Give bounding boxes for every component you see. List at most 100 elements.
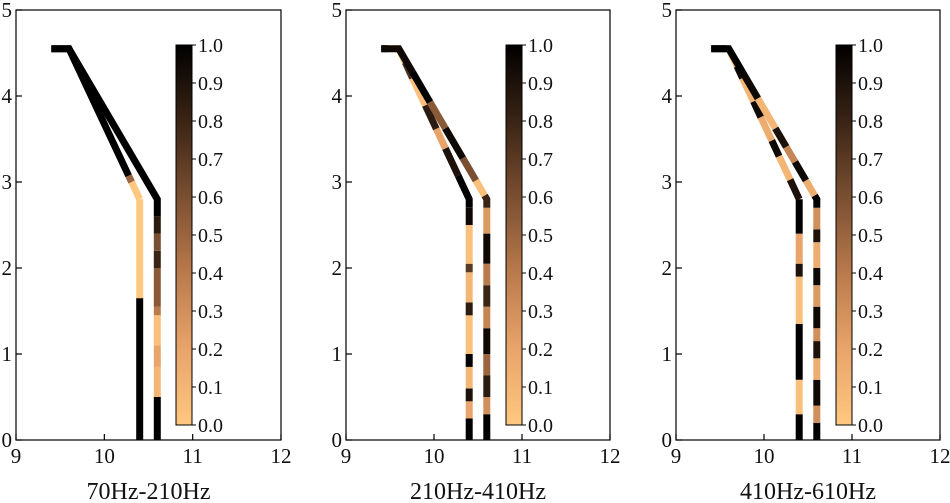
y-tick-label: 4 xyxy=(332,84,343,108)
chart-panel-1: 9 10 11 1201234570Hz-210Hz0.00.10.20.30.40.… xyxy=(2,0,292,503)
colorbar-tick-label: 0.8 xyxy=(198,111,223,133)
colorbar-tick-label: 0.7 xyxy=(198,149,223,171)
x-axis-label: 410Hz-610Hz xyxy=(740,479,876,503)
x-axis-label: 210Hz-410Hz xyxy=(410,479,546,503)
y-tick-label: 3 xyxy=(662,170,673,194)
colorbar-tick-label: 0.0 xyxy=(858,415,883,437)
colorbar xyxy=(835,44,853,426)
colorbar-tick-label: 0.1 xyxy=(858,377,883,399)
colorbar-tick-label: 0.1 xyxy=(528,377,553,399)
path-segment xyxy=(786,178,803,201)
colorbar-tick-label: 0.6 xyxy=(858,187,883,209)
colorbar-tick-label: 0.4 xyxy=(528,263,553,285)
y-tick-label: 4 xyxy=(662,84,673,108)
colorbar-tick-label: 0.1 xyxy=(198,377,223,399)
path-segment xyxy=(433,127,449,150)
colorbar-tick-label: 0.3 xyxy=(858,301,883,323)
path-segment xyxy=(51,45,132,178)
x-tick-label: 11 xyxy=(842,444,862,468)
x-tick-label: 12 xyxy=(600,444,621,468)
path-segment xyxy=(768,139,783,158)
path-segment xyxy=(426,100,449,131)
y-tick-label: 0 xyxy=(332,428,343,452)
path-segment xyxy=(125,174,135,184)
colorbar-tick-label: 0.9 xyxy=(528,73,553,95)
path-segment xyxy=(442,146,462,178)
colorbar xyxy=(175,44,193,426)
y-tick-label: 2 xyxy=(332,256,343,280)
colorbar-tick-label: 1.0 xyxy=(858,35,883,57)
path-segment xyxy=(128,180,143,201)
colorbar-tick-label: 0.6 xyxy=(198,187,223,209)
path-segment xyxy=(811,193,821,208)
x-tick-label: 10 xyxy=(94,444,115,468)
y-tick-label: 0 xyxy=(662,428,673,452)
chart-panel-2: 9 10 11 12012345210Hz-410Hz0.00.10.20.30.40… xyxy=(332,0,621,503)
right-path xyxy=(51,45,161,440)
y-tick-label: 1 xyxy=(2,342,13,366)
colorbar-tick-label: 0.2 xyxy=(528,339,553,361)
x-tick-label: 9 xyxy=(341,444,352,468)
colorbar-tick-label: 0.0 xyxy=(198,415,223,437)
left-path xyxy=(51,45,144,440)
y-tick-label: 5 xyxy=(332,0,343,22)
axes-frame xyxy=(345,9,611,441)
path-segment xyxy=(409,70,434,104)
path-segment xyxy=(51,45,161,217)
colorbar-tick-label: 0.7 xyxy=(528,149,553,171)
path-segment xyxy=(783,145,799,164)
axes-frame xyxy=(15,9,282,441)
path-segment xyxy=(757,115,775,142)
x-tick-label: 11 xyxy=(183,444,203,468)
path-segment xyxy=(459,156,479,183)
y-tick-label: 1 xyxy=(332,342,343,366)
path-segment xyxy=(750,99,764,119)
colorbar-tick-label: 0.4 xyxy=(198,263,223,285)
x-tick-label: 9 xyxy=(671,444,682,468)
path-segment xyxy=(481,193,491,208)
colorbar-tick-label: 0.4 xyxy=(858,263,883,285)
y-tick-label: 3 xyxy=(332,170,343,194)
y-tick-label: 5 xyxy=(662,0,673,22)
right-path xyxy=(711,45,821,440)
y-tick-label: 3 xyxy=(2,170,13,194)
left-path xyxy=(711,45,803,440)
left-path xyxy=(381,45,473,440)
path-segment xyxy=(455,174,473,208)
path-segment xyxy=(472,178,488,198)
colorbar xyxy=(505,44,523,426)
path-segment xyxy=(791,160,809,183)
colorbar-tick-label: 0.8 xyxy=(528,111,553,133)
y-tick-label: 2 xyxy=(662,256,673,280)
colorbar-tick-label: 0.5 xyxy=(858,225,883,247)
path-segment xyxy=(775,154,794,182)
colorbar-tick-label: 1.0 xyxy=(198,35,223,57)
path-segment xyxy=(739,70,761,101)
x-tick-label: 9 xyxy=(11,444,22,468)
colorbar-tick-label: 0.9 xyxy=(858,73,883,95)
colorbar-tick-label: 0.8 xyxy=(858,111,883,133)
x-tick-label: 10 xyxy=(424,444,445,468)
colorbar-tick-label: 0.2 xyxy=(858,339,883,361)
path-segment xyxy=(442,126,466,160)
path-segment xyxy=(802,178,818,198)
path-segment xyxy=(754,96,779,131)
x-axis-label: 70Hz-210Hz xyxy=(87,479,211,503)
colorbar-tick-label: 0.5 xyxy=(528,225,553,247)
colorbar-tick-label: 0.0 xyxy=(528,415,553,437)
x-tick-label: 10 xyxy=(754,444,775,468)
colorbar-tick-label: 0.3 xyxy=(528,301,553,323)
x-tick-label: 11 xyxy=(512,444,532,468)
colorbar-tick-label: 0.2 xyxy=(198,339,223,361)
chart-panel-3: 9 10 11 12012345410Hz-610Hz0.00.10.20.30.40… xyxy=(662,0,950,503)
axes-frame xyxy=(675,9,941,441)
colorbar-tick-label: 1.0 xyxy=(528,35,553,57)
y-tick-label: 0 xyxy=(2,428,13,452)
path-segment xyxy=(772,126,790,149)
x-tick-label: 12 xyxy=(271,444,292,468)
right-path xyxy=(381,45,491,440)
x-tick-label: 12 xyxy=(930,444,950,468)
colorbar-tick-label: 0.5 xyxy=(198,225,223,247)
path-segment xyxy=(711,45,746,75)
